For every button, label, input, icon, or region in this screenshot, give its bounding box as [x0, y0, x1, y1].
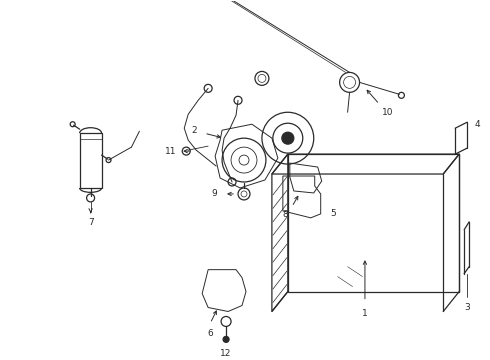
- Text: 1: 1: [362, 309, 368, 318]
- Text: 9: 9: [211, 189, 217, 198]
- Text: 10: 10: [382, 108, 393, 117]
- Text: 2: 2: [192, 126, 197, 135]
- Text: 3: 3: [464, 303, 470, 312]
- Text: 7: 7: [88, 218, 94, 227]
- Circle shape: [223, 336, 229, 342]
- Text: 5: 5: [330, 210, 336, 219]
- Text: 8: 8: [282, 210, 288, 219]
- Text: 4: 4: [474, 120, 480, 129]
- Circle shape: [282, 132, 294, 144]
- Text: 6: 6: [207, 329, 213, 338]
- Text: 11: 11: [165, 147, 176, 156]
- Text: 12: 12: [220, 349, 232, 358]
